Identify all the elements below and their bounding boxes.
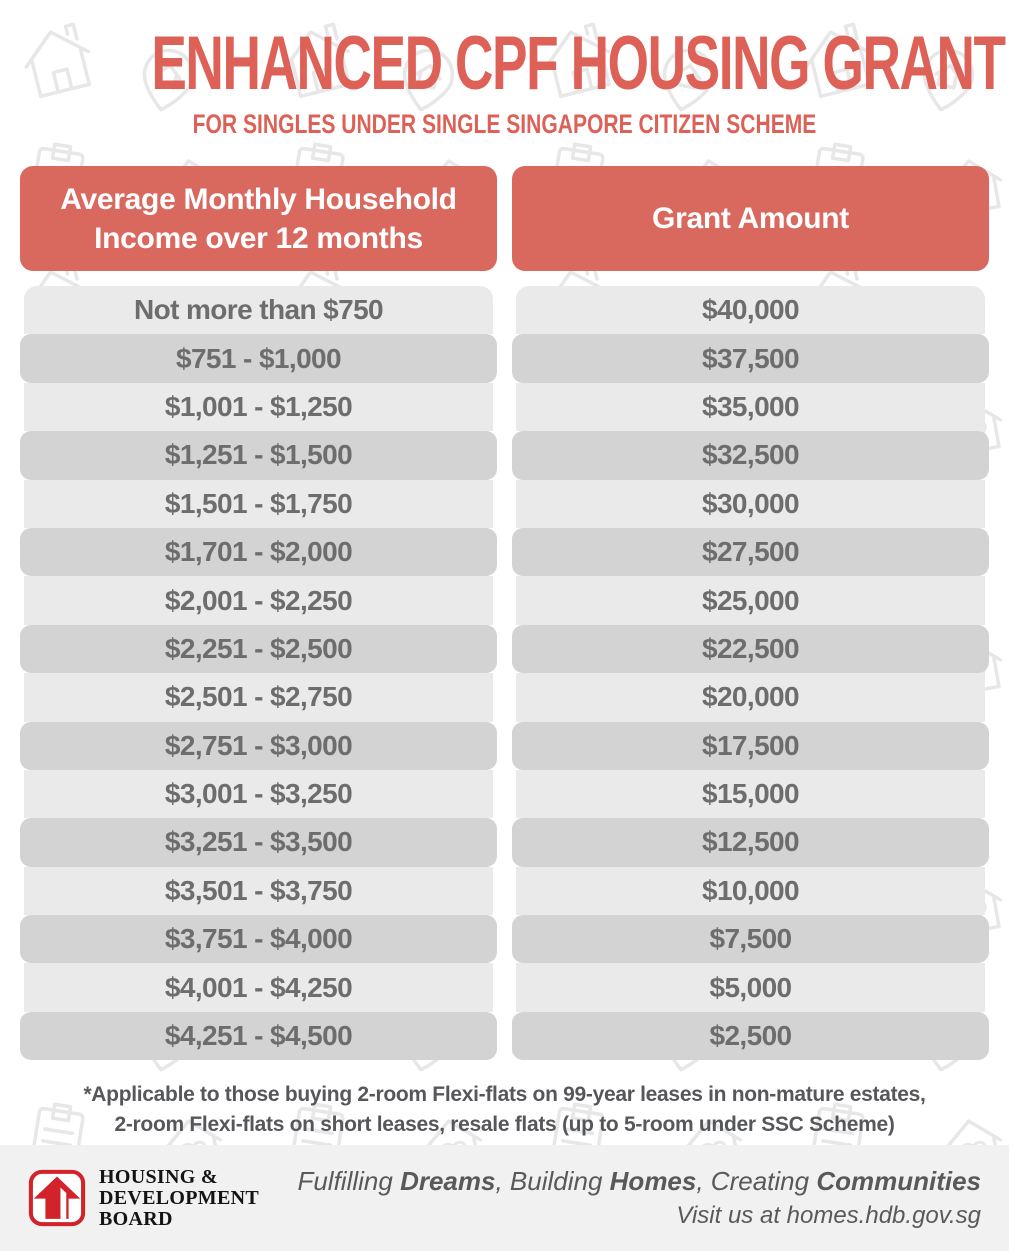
tagline-segment: , Creating	[696, 1165, 817, 1196]
footnote: *Applicable to those buying 2-room Flexi…	[0, 1080, 1009, 1139]
tagline-line: Fulfilling Dreams, Building Homes, Creat…	[297, 1163, 981, 1200]
grant-cell: $17,500	[512, 721, 989, 770]
grant-cell: $7,500	[512, 915, 989, 964]
grant-cell: $20,000	[516, 673, 985, 722]
income-cell: $2,751 - $3,000	[20, 721, 497, 770]
income-cell: Not more than $750	[24, 286, 493, 335]
tagline-segment: Homes	[609, 1165, 697, 1196]
page-title: ENHANCED CPF HOUSING GRANT	[151, 21, 1006, 106]
income-cell: $3,001 - $3,250	[24, 769, 493, 819]
footer-tagline: Fulfilling Dreams, Building Homes, Creat…	[297, 1163, 981, 1234]
grant-cell: $15,000	[516, 769, 985, 819]
income-cell: $3,251 - $3,500	[20, 818, 497, 867]
hdb-logo-text-line: BOARD	[99, 1207, 173, 1230]
page-subtitle: FOR SINGLES UNDER SINGLE SINGAPORE CITIZ…	[192, 109, 817, 139]
grant-cell: $37,500	[512, 334, 989, 383]
income-cell: $3,751 - $4,000	[20, 915, 497, 964]
hdb-logo-text-line: HOUSING &	[99, 1165, 218, 1188]
income-cell: $3,501 - $3,750	[24, 866, 493, 916]
income-cell: $1,001 - $1,250	[24, 382, 493, 432]
grant-cell: $10,000	[516, 866, 985, 916]
tagline-segment: Communities	[816, 1165, 981, 1196]
income-cell: $1,501 - $1,750	[24, 479, 493, 528]
income-column-header: Average Monthly Household Income over 12…	[20, 166, 497, 271]
grant-table: Average Monthly Household Income over 12…	[20, 166, 989, 1061]
income-cell: $4,001 - $4,250	[24, 963, 493, 1012]
income-column: Not more than $750 $751 - $1,000 $1,001 - …	[20, 286, 497, 1061]
tagline-segment: Fulfilling	[297, 1165, 401, 1196]
hdb-logo-icon	[28, 1169, 86, 1227]
grant-cell: $32,500	[512, 431, 989, 480]
tagline-segment: , Building	[495, 1165, 610, 1196]
grant-cell: $30,000	[516, 479, 985, 528]
footnote-line-1: *Applicable to those buying 2-room Flexi…	[83, 1083, 926, 1107]
grant-cell: $2,500	[512, 1011, 989, 1061]
income-cell: $2,251 - $2,500	[20, 624, 497, 674]
hdb-logo-text-line: DEVELOPMENT	[99, 1186, 259, 1209]
footer-bar: HOUSING & DEVELOPMENT BOARD Fulfilling Dre…	[0, 1145, 1009, 1251]
income-cell: $2,501 - $2,750	[24, 673, 493, 722]
grant-cell: $35,000	[516, 382, 985, 432]
grant-column: $40,000 $37,500 $35,000 $32,500 $30,000 $27,5…	[512, 286, 989, 1061]
hdb-brand: HOUSING & DEVELOPMENT BOARD	[28, 1165, 259, 1230]
grant-cell: $22,500	[512, 624, 989, 674]
grant-cell: $27,500	[512, 527, 989, 577]
visit-url: Visit us at homes.hdb.gov.sg	[676, 1202, 981, 1230]
grant-cell: $12,500	[512, 818, 989, 867]
infographic: ENHANCED CPF HOUSING GRANT FOR SINGLES U…	[0, 20, 1009, 1139]
tagline-segment: Dreams	[400, 1165, 496, 1196]
grant-cell: $25,000	[516, 576, 985, 625]
grant-cell: $40,000	[516, 286, 985, 335]
income-cell: $2,001 - $2,250	[24, 576, 493, 625]
grant-column-header: Grant Amount	[512, 166, 989, 271]
income-cell: $1,701 - $2,000	[20, 527, 497, 577]
income-cell: $1,251 - $1,500	[20, 431, 497, 480]
footnote-line-2: 2-room Flexi-flats on short leases, resa…	[114, 1112, 895, 1136]
grant-cell: $5,000	[516, 963, 985, 1012]
income-cell: $4,251 - $4,500	[20, 1011, 497, 1061]
hdb-logo-text: HOUSING & DEVELOPMENT BOARD	[99, 1165, 259, 1230]
income-cell: $751 - $1,000	[20, 334, 497, 383]
